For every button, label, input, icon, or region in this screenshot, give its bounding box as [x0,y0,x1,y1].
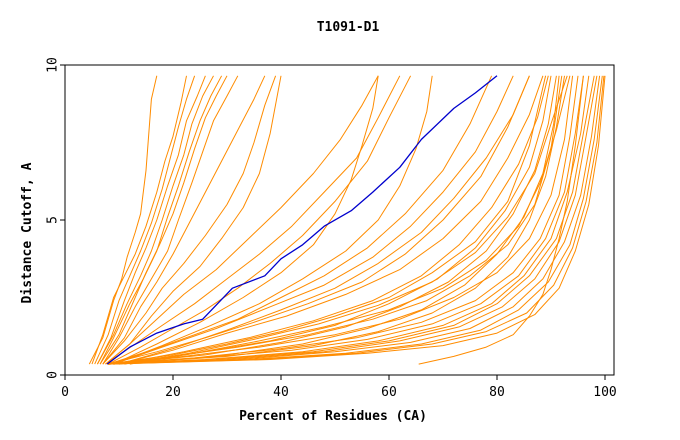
model-series-line [418,75,584,365]
model-series-line [108,75,601,365]
y-tick-label: 5 [46,216,61,224]
model-series-line [108,75,530,365]
model-series-line [96,75,206,365]
y-tick-label: 10 [46,57,61,73]
model-series-line [102,75,277,365]
x-tick-label: 20 [165,385,181,400]
model-series-line [108,75,598,365]
model-series-line [105,75,401,365]
model-series-line [105,75,282,365]
model-series-line [113,75,514,365]
model-series-line [99,75,223,365]
model-series-line [129,75,571,365]
chart-title: T1091-D1 [317,20,380,35]
model-series-line [88,75,158,365]
model-series-line [108,75,547,365]
model-series-line [108,75,493,365]
x-tick-label: 80 [489,385,505,400]
model-series-line [113,75,433,365]
x-tick-label: 0 [61,385,69,400]
model-series-line [105,75,379,365]
model-series-line [113,75,557,365]
model-series-line [118,75,549,365]
model-series-line [99,75,228,365]
x-tick-label: 60 [381,385,397,400]
model-series-line [113,75,565,365]
model-series-line [91,75,187,365]
model-series-line [107,75,412,365]
model-series-line [108,75,603,365]
model-series-line [118,75,544,365]
x-axis-label: Percent of Residues (CA) [239,409,427,424]
x-tick-label: 100 [593,385,616,400]
model-series-line [113,75,379,365]
y-axis-label: Distance Cutoff, A [20,162,35,303]
model-series-line [102,75,266,365]
axes-layer: 0 20 40 60 80 100 0 5 10 [46,57,617,400]
model-series-line [96,75,214,365]
model-series-line [108,75,584,365]
y-tick-label: 0 [46,371,61,379]
model-series-line [113,75,560,365]
model-series-line [108,75,595,365]
model-series-line [108,75,606,365]
x-tick-label: 40 [273,385,289,400]
model-series-line [118,75,530,365]
series-layer [88,75,606,365]
model-series-line [108,75,605,365]
model-series-line [124,75,568,365]
model-series-line [102,75,239,365]
model-series-line [94,75,196,365]
highlighted-series-line [106,75,498,365]
